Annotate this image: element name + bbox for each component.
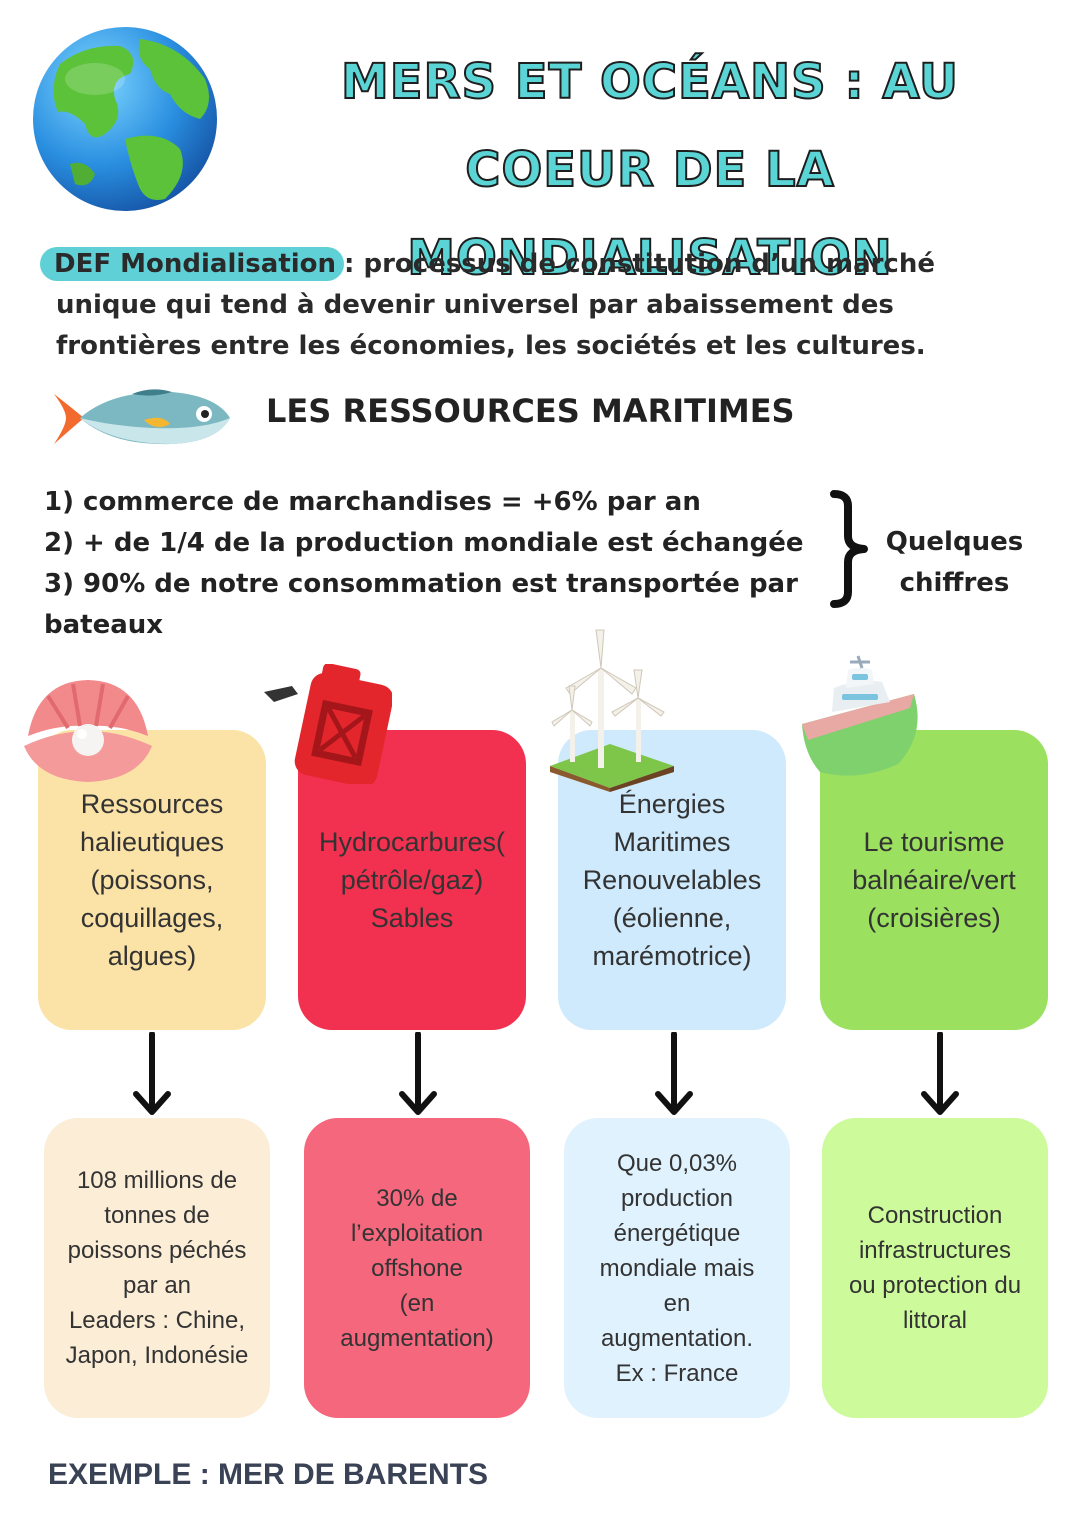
- card-text: Construction infrastructures ou protecti…: [848, 1202, 1022, 1334]
- definition-line-1: : processus de constitution d’un marché: [344, 249, 935, 279]
- side-label-line-2: chiffres: [899, 568, 1010, 598]
- fish-icon: [52, 386, 232, 450]
- section-title: LES RESSOURCES MARITIMES: [266, 392, 795, 430]
- card-energy-figures: Que 0,03% production énergétique mondial…: [564, 1118, 790, 1418]
- page-title: MERS ET OCÉANS : AU COEUR DE LA MONDIALI…: [240, 38, 1060, 302]
- card-coastline-figures: Construction infrastructures ou protecti…: [822, 1118, 1048, 1418]
- card-text: 108 millions de tonnes de poissons péché…: [65, 1167, 249, 1369]
- side-label-line-1: Quelques: [885, 527, 1024, 557]
- figures-list: 1) commerce de marchandises = +6% par an…: [44, 482, 834, 646]
- card-text: Énergies Maritimes Renouvelables (éolien…: [582, 789, 762, 971]
- card-text: Le tourisme balnéaire/vert (croisières): [852, 827, 1016, 933]
- arrow-down-icon: [921, 1032, 959, 1115]
- figure-item: 2) + de 1/4 de la production mondiale es…: [44, 528, 804, 558]
- figures-side-label: Quelques chiffres: [872, 522, 1037, 604]
- title-line-2: MONDIALISATION: [406, 229, 893, 287]
- arrow-down-icon: [655, 1032, 693, 1115]
- card-text: 30% de l’exploitation offshone (en augme…: [340, 1184, 494, 1352]
- card-text: Que 0,03% production énergétique mondial…: [599, 1149, 755, 1387]
- boat-icon: [798, 654, 928, 784]
- brace-icon: [828, 490, 872, 608]
- definition-tag: DEF Mondialisation: [40, 247, 345, 281]
- definition-line-2: unique qui tend à devenir universel par …: [56, 290, 894, 320]
- card-text: Hydrocarbures( pétrôle/gaz) Sables: [318, 827, 506, 933]
- arrow-down-icon: [399, 1032, 437, 1115]
- example-heading: EXEMPLE : MER DE BARENTS: [48, 1458, 489, 1491]
- card-fishing-figures: 108 millions de tonnes de poissons péché…: [44, 1118, 270, 1418]
- wind-turbines-icon: [540, 626, 680, 792]
- card-renewable-energy: Énergies Maritimes Renouvelables (éolien…: [558, 730, 786, 1030]
- definition-line-3: frontières entre les économies, les soci…: [56, 331, 926, 361]
- shell-pearl-icon: [18, 676, 158, 786]
- arrow-down-icon: [133, 1032, 171, 1115]
- card-offshore-figures: 30% de l’exploitation offshone (en augme…: [304, 1118, 530, 1418]
- card-tourism: Le tourisme balnéaire/vert (croisières): [820, 730, 1048, 1030]
- definition-block: DEF Mondialisation: processus de constit…: [40, 244, 1040, 367]
- figure-item: 3) 90% de notre consommation est transpo…: [44, 569, 798, 599]
- globe-icon: [30, 24, 220, 214]
- figure-item: bateaux: [44, 610, 164, 640]
- figure-item: 1) commerce de marchandises = +6% par an: [44, 487, 701, 517]
- jerrycan-icon: [262, 663, 394, 787]
- title-line-1: MERS ET OCÉANS : AU COEUR DE LA: [340, 53, 959, 199]
- card-text: Ressources halieutiques (poissons, coqui…: [79, 789, 225, 971]
